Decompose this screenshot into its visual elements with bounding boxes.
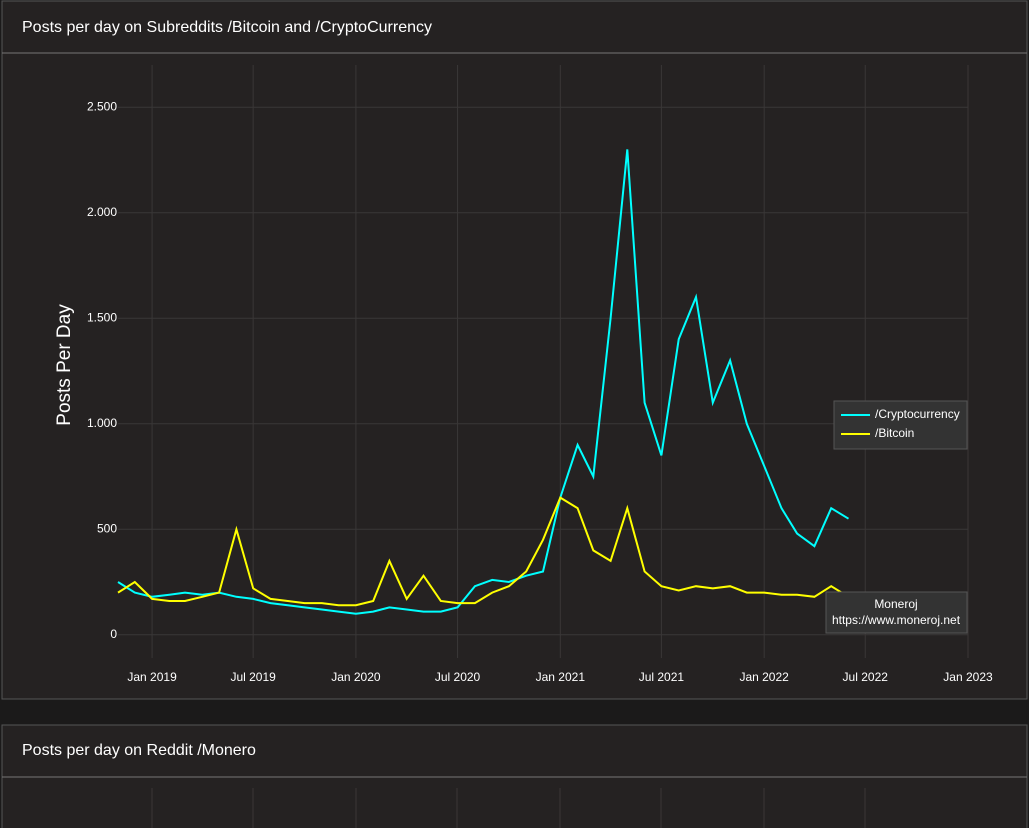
- second-panel-grid: [151, 788, 866, 828]
- y-axis-title: Posts Per Day: [54, 304, 75, 426]
- y-tick-label: 2.500: [87, 99, 117, 113]
- y-tick-label: 500: [97, 521, 117, 535]
- annotation: Moneroj https://www.moneroj.net: [825, 591, 968, 634]
- panel-title: Posts per day on Reddit /Monero: [22, 742, 256, 759]
- legend-label: /Cryptocurrency: [875, 407, 960, 421]
- annotation-title: Moneroj: [874, 597, 917, 611]
- y-tick-label: 2.000: [87, 205, 117, 219]
- annotation-box: [825, 591, 968, 634]
- series-line: [117, 496, 850, 607]
- y-tick-label: 1.000: [87, 416, 117, 430]
- legend: /Cryptocurrency/Bitcoin: [833, 400, 968, 450]
- annotation-text: https://www.moneroj.net: [832, 613, 961, 627]
- x-tick-label: Jul 2022: [843, 670, 889, 684]
- panel-title: Posts per day on Subreddits /Bitcoin and…: [22, 19, 432, 36]
- plot: 0 500 1.000 1.500 2.000 2.500 Jan 2019 Jul 2019…: [87, 65, 993, 684]
- y-tick-label: 0: [110, 627, 117, 641]
- x-tick-label: Jul 2020: [435, 670, 481, 684]
- y-tick-label: 1.500: [87, 310, 117, 324]
- x-tick-label: Jan 2023: [943, 670, 993, 684]
- x-tick-label: Jul 2019: [230, 670, 276, 684]
- x-tick-label: Jan 2019: [127, 670, 177, 684]
- x-tick-label: Jul 2021: [639, 670, 685, 684]
- x-tick-label: Jan 2020: [331, 670, 381, 684]
- x-tick-label: Jan 2022: [739, 670, 789, 684]
- x-tick-label: Jan 2021: [536, 670, 586, 684]
- series-line: [117, 149, 850, 615]
- legend-box: [833, 400, 968, 450]
- legend-label: /Bitcoin: [875, 426, 914, 440]
